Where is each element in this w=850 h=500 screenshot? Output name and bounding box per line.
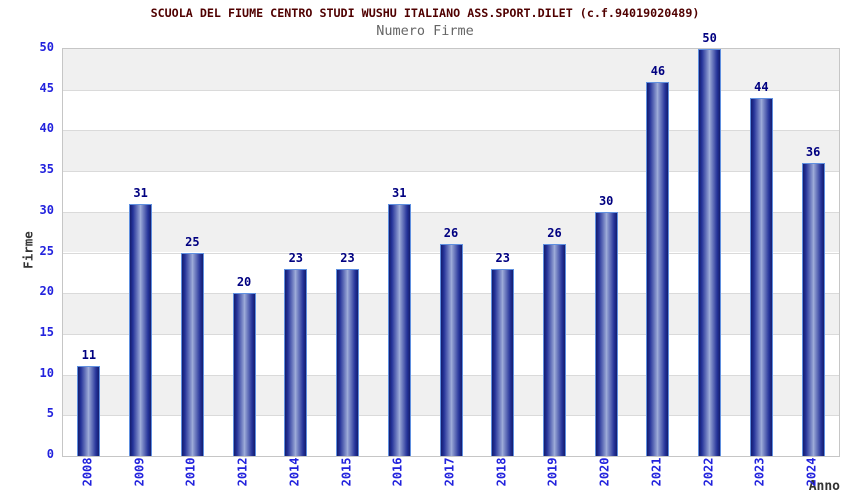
x-tick-label: 2016 [390,457,405,487]
x-tick-label: 2009 [132,457,147,487]
bar [284,268,308,456]
plot-area: 11 31 25 20 23 23 31 26 23 26 30 46 50 44 36 [62,31,840,457]
bar [542,244,566,456]
y-tick-label: 5 [46,406,54,421]
bar [439,244,463,456]
chart-title: SCUOLA DEL FIUME CENTRO STUDI WUSHU ITAL… [150,6,700,20]
bar [387,203,411,456]
bar-value-label: 23 [495,250,510,265]
bar [646,81,670,456]
bar-value-label: 30 [598,193,614,208]
bar [801,162,825,456]
bar-value-label: 36 [805,144,821,159]
bar [232,293,256,456]
bar-value-label: 31 [133,185,148,200]
bar [594,211,618,456]
x-axis-label: Anno [808,479,840,494]
bar [129,203,153,456]
x-tick-label: 2010 [183,457,198,487]
y-tick-label: 25 [39,243,54,258]
bar-value-label: 23 [288,250,304,265]
background-band [63,171,839,212]
y-tick-label: 45 [39,80,54,95]
gridline [63,212,839,213]
x-tick-label: 2015 [339,457,354,487]
background-band [63,130,839,172]
bar-value-label: 50 [702,31,717,45]
gridline [63,90,839,91]
x-tick-label: 2023 [752,457,767,487]
bar-value-label: 25 [185,234,200,249]
bar [698,49,722,456]
x-tick-label: 2008 [80,457,95,487]
x-tick-label: 2019 [545,457,560,487]
x-tick-label: 2018 [494,457,509,487]
chart-subtitle: Numero Firme [376,23,474,39]
bar-value-label: 44 [754,79,769,94]
bar-value-label: 23 [340,250,355,265]
bar [180,252,204,456]
y-tick-label: 10 [39,365,54,380]
x-tick-label: 2017 [442,457,457,487]
bar-value-label: 20 [236,275,252,290]
bar-value-label: 26 [547,226,562,241]
bar-value-label: 11 [81,348,97,363]
gridline [63,130,839,131]
x-tick-label: 2014 [287,457,302,487]
y-tick-label: 30 [39,202,54,217]
background-band [63,89,839,131]
bar [77,366,101,456]
bar [336,268,360,456]
gridline [63,171,839,172]
bar-value-label: 26 [443,226,459,241]
bar [749,97,773,456]
y-tick-label: 20 [39,284,54,299]
y-tick-label: 35 [39,162,54,177]
x-tick-label: 2012 [235,457,250,487]
bar-value-label: 46 [650,63,666,78]
x-tick-label: 2021 [649,457,664,487]
bar-value-label: 31 [392,185,407,200]
y-tick-label: 15 [39,324,54,339]
y-tick-label: 0 [46,447,54,461]
x-tick-label: 2022 [701,457,716,487]
background-band [63,49,839,90]
y-tick-label: 40 [39,121,54,136]
y-tick-label: 50 [39,40,54,54]
x-tick-label: 2020 [597,457,612,487]
bar [491,268,515,456]
x-tick-label: 2024 [804,457,819,487]
